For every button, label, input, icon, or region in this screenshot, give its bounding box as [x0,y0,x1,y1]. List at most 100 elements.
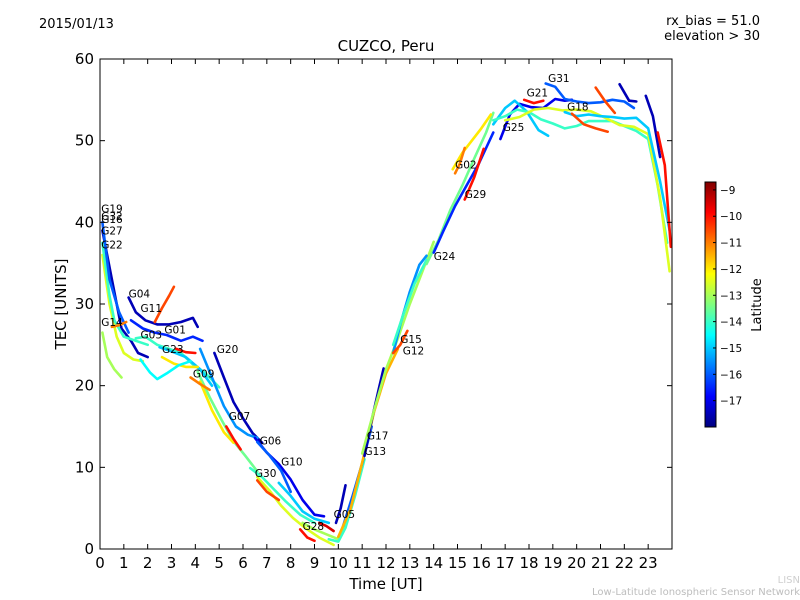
tec-series-37 [391,329,409,355]
satellite-label: G10 [281,457,303,469]
colorbar-tick-label: −17 [720,396,742,408]
tec-series-50 [594,86,617,115]
satellite-label: G15 [400,334,422,346]
satellite-label: G20 [217,344,239,356]
tec-series-22 [248,466,316,525]
x-tick-label: 20 [567,554,586,572]
tec-series-29 [334,484,347,525]
x-axis-label: Time [UT] [348,575,422,593]
rx-bias-annotation: rx_bias = 51.0 [666,14,760,29]
satellite-label: G12 [403,346,425,358]
satellite-label: G22 [101,240,123,252]
tec-series-11 [153,285,176,324]
footer-lisn: LISN [777,575,800,586]
colorbar-tick-label: −9 [720,185,735,197]
y-tick-label: 0 [84,540,94,558]
satellite-label: G17 [367,431,389,443]
tec-series-51 [570,112,609,133]
tec-series-26 [298,528,316,543]
tec-series-24 [256,479,281,502]
x-tick-label: 12 [376,554,395,572]
y-tick-label: 20 [75,377,94,395]
satellite-label: G23 [162,344,184,356]
elevation-annotation: elevation > 30 [664,29,760,44]
satellite-label: G19 [101,204,123,216]
tec-series-4 [101,331,123,379]
tec-series-47 [522,98,545,105]
colorbar [704,181,717,428]
colorbar-tick-label: −11 [720,238,742,250]
satellite-label: G30 [255,468,277,480]
x-tick-label: 3 [167,554,177,572]
tec-series-54 [656,131,672,249]
satellite-label: G16 [101,214,123,226]
satellite-label: G09 [193,369,215,381]
satellite-label: G28 [303,521,325,533]
colorbar-tick-label: −13 [720,290,742,302]
x-tick-label: 8 [286,554,296,572]
satellite-label: G27 [101,226,123,238]
tec-series-42 [463,147,485,201]
satellite-label: G13 [365,446,387,458]
x-tick-label: 16 [472,554,491,572]
x-tick-label: 2 [143,554,153,572]
y-tick-label: 40 [75,213,94,231]
tec-series-46 [503,106,671,273]
tec-series-0 [101,229,149,359]
satellite-label: G07 [229,411,251,423]
x-tick-label: 9 [310,554,320,572]
colorbar-label: Latitude [750,278,765,332]
footer-network: Low-Latitude Ionospheric Sensor Network [592,587,800,598]
y-tick-label: 60 [75,50,94,68]
satellite-label: G05 [334,509,356,521]
x-tick-label: 11 [353,554,372,572]
tec-series-9 [158,346,214,387]
x-tick-label: 7 [262,554,272,572]
tec-series-15 [198,347,259,440]
tec-series-49 [563,110,671,232]
satellite-label: G25 [503,122,525,134]
y-axis-label: TEC [UNITS] [52,259,70,351]
tec-series-53 [644,94,662,159]
satellite-label: G14 [101,317,123,329]
tec-series-44 [492,99,550,138]
satellite-label: G21 [527,88,549,100]
tec-series-5 [110,320,128,329]
x-tick-label: 17 [496,554,515,572]
x-tick-label: 15 [448,554,467,572]
satellite-label: G24 [434,251,456,263]
x-tick-label: 13 [400,554,419,572]
x-tick-label: 5 [214,554,224,572]
x-tick-label: 18 [519,554,538,572]
x-tick-label: 10 [329,554,348,572]
x-tick-label: 22 [615,554,634,572]
x-tick-label: 6 [238,554,248,572]
satellite-label: G11 [141,303,163,315]
tec-series-25 [277,481,331,525]
satellite-label: G03 [141,329,163,341]
tec-series-40 [451,113,493,171]
satellite-label: G29 [465,189,487,201]
x-tick-label: 0 [95,554,105,572]
tec-series-52 [618,83,638,103]
tec-series-13 [139,358,192,381]
x-tick-label: 1 [119,554,129,572]
tec-series-14 [213,351,264,445]
satellite-label: G18 [567,101,589,113]
tec-series-21 [256,440,292,494]
x-tick-label: 19 [543,554,562,572]
satellite-label: G32 [101,211,123,223]
colorbar-tick-label: −16 [720,369,742,381]
x-tick-label: 23 [639,554,658,572]
x-tick-label: 21 [591,554,610,572]
tec-series-17 [198,380,235,445]
x-tick-label: 14 [424,554,443,572]
satellite-label: G31 [548,73,570,85]
tec-series-7 [129,319,204,343]
colorbar-tick-label: −14 [720,317,742,329]
tec-series-18 [225,425,242,451]
colorbar-tick-label: −12 [720,264,742,276]
tec-series-6 [127,296,199,329]
colorbar-tick-label: −10 [720,211,742,223]
satellite-label: G04 [129,289,151,301]
